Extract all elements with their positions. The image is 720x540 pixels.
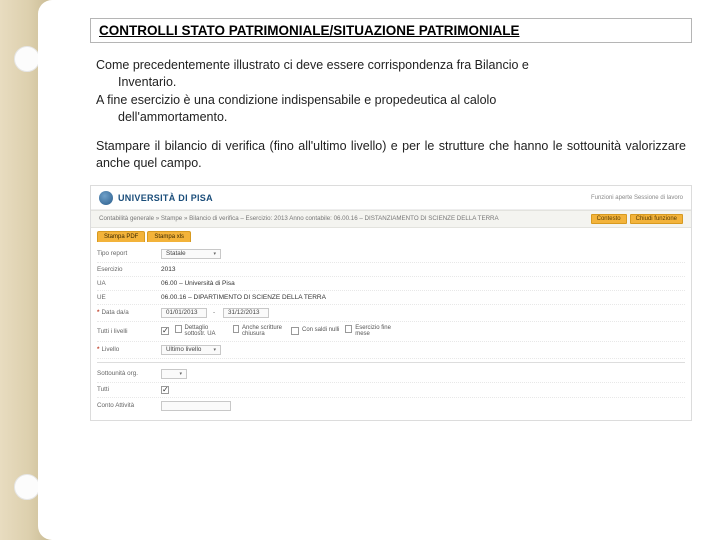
select-tipo-report[interactable]: Statale bbox=[161, 249, 221, 259]
label-data: *Data da/a bbox=[97, 309, 155, 316]
select-livello[interactable]: Ultimo livello bbox=[161, 345, 221, 355]
crest-icon bbox=[99, 191, 113, 205]
checkbox-saldi[interactable] bbox=[291, 327, 299, 335]
paragraph: Come precedentemente illustrato ci deve … bbox=[96, 57, 686, 126]
embedded-app-screenshot: UNIVERSITÀ DI PISA Funzioni aperte Sessi… bbox=[90, 185, 692, 421]
input-data-da[interactable]: 01/01/2013 bbox=[161, 308, 207, 318]
label-tutti-livelli: Tutti i livelli bbox=[97, 328, 155, 335]
label-tipo-report: Tipo report bbox=[97, 250, 155, 257]
document-body: CONTROLLI STATO PATRIMONIALE/SITUAZIONE … bbox=[90, 18, 692, 421]
title-box: CONTROLLI STATO PATRIMONIALE/SITUAZIONE … bbox=[90, 18, 692, 43]
context-button[interactable]: Contesto bbox=[591, 214, 627, 224]
tab-pdf[interactable]: Stampa PDF bbox=[97, 231, 145, 242]
tab-xls[interactable]: Stampa xls bbox=[147, 231, 191, 242]
label-sottounita: Sottounità org. bbox=[97, 370, 155, 377]
value-ua: 06.00 – Università di Pisa bbox=[161, 280, 235, 287]
value-ue: 06.00.16 – DIPARTIMENTO DI SCIENZE DELLA… bbox=[161, 294, 326, 301]
session-links[interactable]: Funzioni aperte Sessione di lavoro bbox=[591, 195, 683, 201]
checkbox-esercizio[interactable] bbox=[345, 325, 352, 333]
page-title: CONTROLLI STATO PATRIMONIALE/SITUAZIONE … bbox=[99, 23, 683, 38]
breadcrumb: Contabilità generale » Stampe » Bilancio… bbox=[99, 215, 499, 222]
paragraph: Stampare il bilancio di verifica (fino a… bbox=[96, 138, 686, 173]
input-conto[interactable] bbox=[161, 401, 231, 411]
report-form: Tipo report Statale Esercizio 2013 UA 06… bbox=[91, 242, 691, 420]
select-sottounita[interactable] bbox=[161, 369, 187, 379]
label-ue: UE bbox=[97, 294, 155, 301]
export-tabs: Stampa PDF Stampa xls bbox=[91, 228, 691, 242]
app-header: UNIVERSITÀ DI PISA Funzioni aperte Sessi… bbox=[91, 186, 691, 210]
label-livello: *Livello bbox=[97, 346, 155, 353]
checkbox-tutti-livelli[interactable] bbox=[161, 327, 169, 335]
value-esercizio: 2013 bbox=[161, 266, 175, 273]
label-tutti: Tutti bbox=[97, 386, 155, 393]
checkbox-dettaglio[interactable] bbox=[175, 325, 182, 333]
breadcrumb-bar: Contabilità generale » Stampe » Bilancio… bbox=[91, 210, 691, 228]
checkbox-tutti[interactable] bbox=[161, 386, 169, 394]
close-function-button[interactable]: Chiudi funzione bbox=[630, 214, 683, 224]
slide-side-decor bbox=[0, 0, 52, 540]
input-data-a[interactable]: 31/12/2013 bbox=[223, 308, 269, 318]
decor-circle bbox=[14, 46, 40, 72]
label-conto: Conto Attività bbox=[97, 402, 155, 409]
checkbox-scritture[interactable] bbox=[233, 325, 239, 333]
label-esercizio: Esercizio bbox=[97, 266, 155, 273]
decor-circle bbox=[14, 474, 40, 500]
app-logo: UNIVERSITÀ DI PISA bbox=[99, 191, 213, 205]
university-name: UNIVERSITÀ DI PISA bbox=[118, 193, 213, 203]
label-ua: UA bbox=[97, 280, 155, 287]
